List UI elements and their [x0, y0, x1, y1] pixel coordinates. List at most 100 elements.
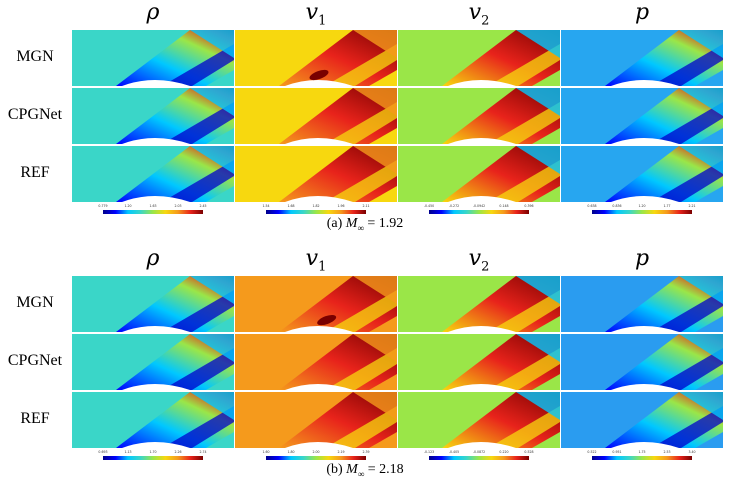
- expansion-band: [162, 102, 234, 144]
- colorbar-tick-label: 1.70: [149, 450, 157, 454]
- colorbar-tick-label: 0.148: [499, 204, 509, 208]
- reflected-shock-region: [516, 146, 560, 174]
- colorbar-gradient: [592, 456, 692, 460]
- caption-subscript: ∞: [357, 222, 364, 233]
- airfoil-body: [285, 138, 353, 144]
- colorbar-tick-label: 1.20: [124, 204, 132, 208]
- flow-field-plot: [235, 146, 397, 202]
- colorbar-tick-label: -0.0942: [472, 204, 486, 208]
- figure-panel-group: ρ v1 v2 p MGN CPGNet REF 0.779 1.20 1.63 2.03 2.45 1…: [0, 0, 730, 246]
- flow-panel-v2-ref: [398, 146, 560, 202]
- column-header: v1: [235, 0, 397, 34]
- flow-panel-p-ref: [561, 392, 723, 448]
- reflected-shock-region: [679, 88, 723, 116]
- colorbar-tick-label: 1.63: [149, 204, 157, 208]
- expansion-band: [488, 44, 560, 86]
- colorbar: -0.450 -0.272 -0.0942 0.148 0.396: [424, 204, 534, 220]
- flow-field-plot: [561, 392, 723, 448]
- flow-panel-v1-cpgnet: [235, 334, 397, 390]
- airfoil-body: [122, 384, 190, 390]
- column-subscript: 1: [318, 13, 327, 29]
- colorbar-tick-label: 1.54: [262, 204, 270, 208]
- column-header: ρ: [72, 0, 234, 26]
- colorbar-tick-label: 2.26: [174, 450, 182, 454]
- colorbar-tick-label: -0.450: [423, 204, 435, 208]
- colorbar: -0.123 -0.405 -0.0872 0.220 0.528: [424, 450, 534, 466]
- flow-panel-v2-ref: [398, 392, 560, 448]
- flow-panel-p-cpgnet: [561, 334, 723, 390]
- expansion-band: [162, 348, 234, 390]
- flow-field-plot: [561, 146, 723, 202]
- airfoil-body: [611, 442, 679, 448]
- row-label: REF: [20, 164, 50, 181]
- flow-panel-v1-ref: [235, 392, 397, 448]
- colorbar-tick-label: 1.13: [124, 450, 132, 454]
- flow-field-plot: [235, 334, 397, 390]
- colorbar-tick-label: 1.80: [287, 450, 295, 454]
- airfoil-body: [448, 384, 516, 390]
- expansion-band: [651, 406, 723, 448]
- flow-field-plot: [72, 276, 234, 332]
- flow-field-plot: [561, 334, 723, 390]
- colorbar-tick-label: 2.45: [199, 204, 207, 208]
- column-subscript: 2: [481, 13, 490, 29]
- colorbar-tick-label: 1.68: [287, 204, 295, 208]
- flow-panel-rho-mgn: [72, 276, 234, 332]
- expansion-band: [651, 348, 723, 390]
- airfoil-body: [122, 138, 190, 144]
- colorbar-ticks: 0.779 1.20 1.63 2.03 2.45: [98, 204, 207, 210]
- expansion-band: [325, 406, 397, 448]
- flow-panel-v2-cpgnet: [398, 334, 560, 390]
- expansion-band: [162, 290, 234, 332]
- colorbar-tick-label: 2.00: [312, 450, 320, 454]
- colorbar-tick-label: 0.779: [98, 204, 108, 208]
- colorbar: 1.60 1.80 2.00 2.19 2.39: [262, 450, 370, 466]
- flow-panel-p-mgn: [561, 30, 723, 86]
- flow-field-plot: [72, 392, 234, 448]
- colorbar-ticks: 0.522 0.951 1.75 2.53 3.40: [587, 450, 695, 456]
- expansion-band: [325, 348, 397, 390]
- airfoil-body: [448, 326, 516, 332]
- flow-field-plot: [235, 276, 397, 332]
- expansion-band: [488, 406, 560, 448]
- column-symbol: p: [634, 0, 650, 25]
- flow-panel-p-ref: [561, 146, 723, 202]
- airfoil-body: [285, 80, 353, 86]
- row-label: CPGNet: [7, 352, 63, 369]
- airfoil-body: [122, 442, 190, 448]
- reflected-shock-region: [353, 276, 397, 304]
- reflected-shock-region: [190, 392, 234, 420]
- column-symbol: v: [305, 246, 319, 271]
- reflected-shock-region: [190, 334, 234, 362]
- column-symbol: v: [305, 0, 319, 25]
- colorbar-tick-label: 1.60: [262, 450, 270, 454]
- flow-panel-v2-cpgnet: [398, 88, 560, 144]
- expansion-band: [162, 44, 234, 86]
- colorbar-tick-label: 1.20: [638, 204, 646, 208]
- expansion-band: [162, 406, 234, 448]
- column-symbol: p: [634, 246, 650, 271]
- airfoil-body: [448, 80, 516, 86]
- caption-label: (a): [326, 216, 343, 231]
- flow-field-plot: [235, 30, 397, 86]
- expansion-band: [325, 290, 397, 332]
- flow-field-plot: [72, 334, 234, 390]
- reflected-shock-region: [190, 88, 234, 116]
- flow-panel-v2-mgn: [398, 276, 560, 332]
- flow-field-plot: [72, 88, 234, 144]
- airfoil-body: [611, 138, 679, 144]
- colorbar-gradient: [103, 210, 203, 214]
- column-symbol: v: [468, 0, 482, 25]
- flow-field-plot: [398, 276, 560, 332]
- flow-panel-v1-mgn: [235, 276, 397, 332]
- flow-field-plot: [398, 88, 560, 144]
- colorbar-ticks: -0.123 -0.405 -0.0872 0.220 0.528: [424, 450, 534, 456]
- reflected-shock-region: [353, 146, 397, 174]
- reflected-shock-region: [190, 276, 234, 304]
- expansion-band: [651, 44, 723, 86]
- reflected-shock-region: [679, 146, 723, 174]
- flow-field-plot: [235, 392, 397, 448]
- reflected-shock-region: [516, 392, 560, 420]
- expansion-band: [325, 160, 397, 202]
- colorbar-tick-label: 2.74: [199, 450, 207, 454]
